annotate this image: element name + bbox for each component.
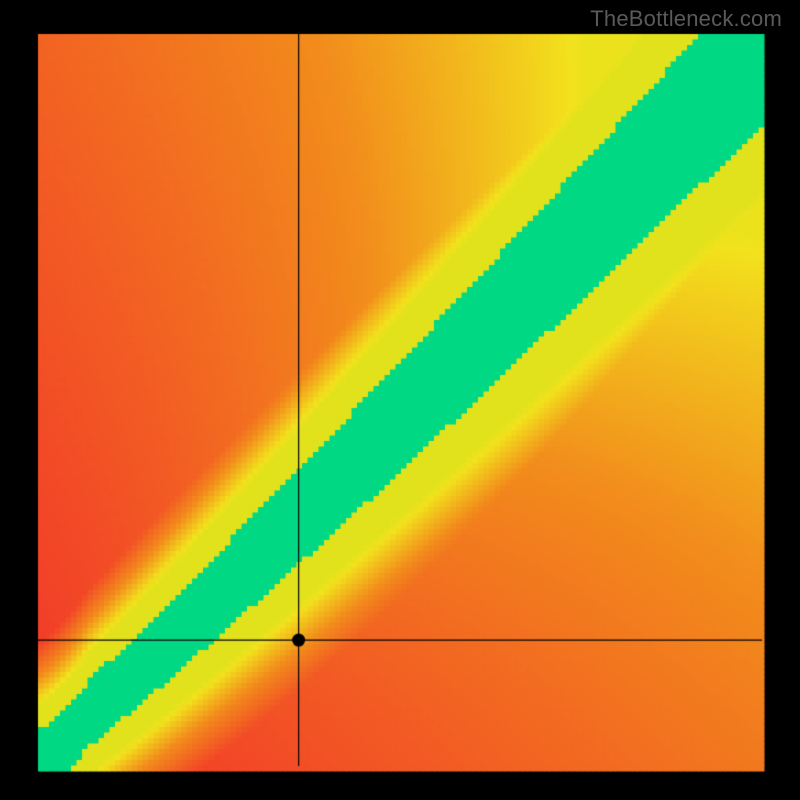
chart-container: TheBottleneck.com <box>0 0 800 800</box>
heatmap-canvas <box>0 0 800 800</box>
watermark-text: TheBottleneck.com <box>590 6 782 32</box>
